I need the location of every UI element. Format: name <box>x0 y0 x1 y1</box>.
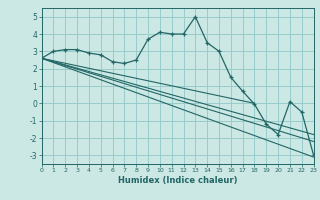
X-axis label: Humidex (Indice chaleur): Humidex (Indice chaleur) <box>118 176 237 185</box>
